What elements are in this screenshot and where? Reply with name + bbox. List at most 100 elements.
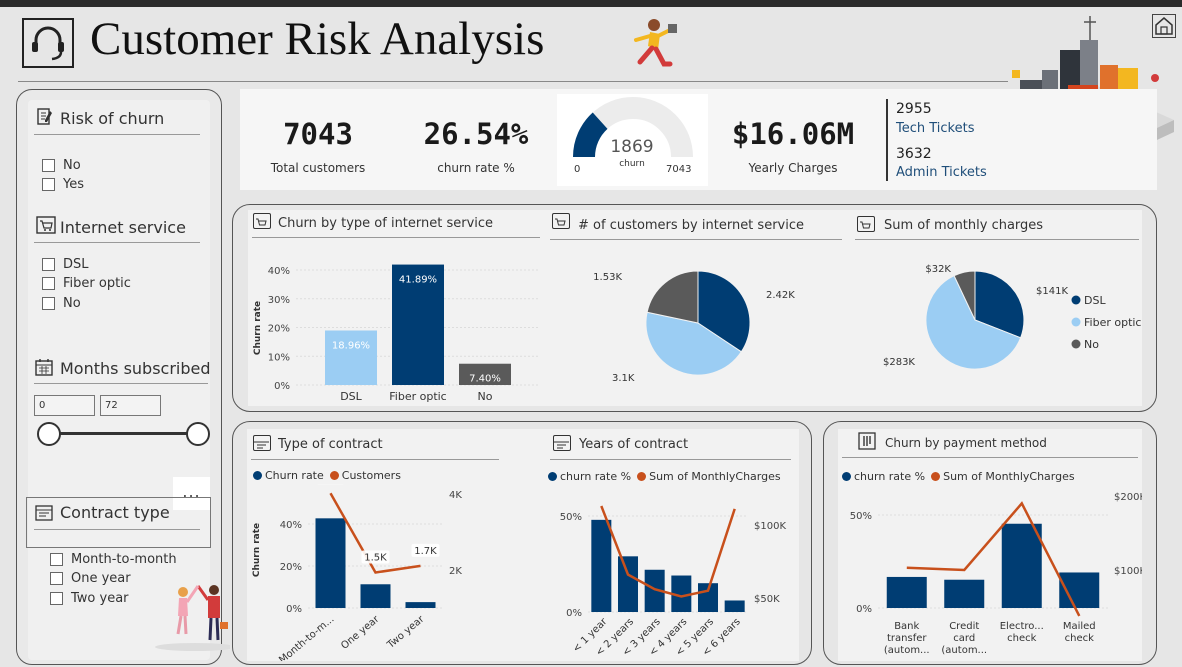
x-tick-label: Bank: [894, 621, 919, 632]
cart-icon: [36, 216, 56, 234]
churn-gauge: [573, 97, 693, 158]
legend-item: No: [1084, 338, 1099, 351]
more-options-button[interactable]: ...: [173, 477, 210, 510]
chart-divider: [252, 237, 540, 238]
y-tick-label: 40%: [268, 266, 290, 277]
x-tick-label: No: [478, 390, 493, 403]
y-tick-label: 20%: [280, 562, 302, 573]
document-icon: [553, 435, 571, 451]
chart-customers-internet[interactable]: 2.42K 3.1K 1.53K: [550, 250, 840, 400]
window-top-bar: [0, 0, 1182, 7]
data-label: $283K: [883, 357, 915, 368]
bar-5: [724, 600, 745, 612]
y2-tick-label: $100K: [1114, 566, 1142, 577]
slicer-months-title: Months subscribed: [60, 359, 211, 378]
legend-dot: [637, 472, 647, 481]
chart-title-churn-internet: Churn by type of internet service: [278, 216, 494, 231]
x-tick-label: One year: [339, 613, 382, 651]
calendar-icon: [35, 358, 53, 376]
risk-yes-checkbox[interactable]: [42, 178, 55, 191]
y-tick-label: 10%: [268, 352, 290, 363]
churn-gauge-fill: [573, 112, 608, 158]
series-line: [906, 501, 1081, 617]
months-slider-track[interactable]: [48, 432, 198, 435]
admin-tickets-label: Admin Tickets: [896, 165, 987, 180]
y-tick-label: 50%: [850, 511, 872, 522]
x-tick-label: (autom...: [884, 645, 930, 656]
data-label: $141K: [1036, 286, 1068, 297]
slicer-internet-divider: [34, 242, 200, 243]
x-tick-label: Month-to-m...: [277, 614, 336, 661]
months-min-input[interactable]: 0: [34, 395, 95, 416]
pie-slice-2: [953, 270, 976, 321]
data-label: 7.40%: [469, 374, 501, 385]
pie-slice-1: [925, 275, 1022, 370]
headset-logo-icon: [22, 18, 74, 68]
data-label-bg: [411, 543, 440, 557]
chart-monthly-charges[interactable]: $141K $283K $32K DSL Fiber optic No: [855, 250, 1142, 400]
clipboard-icon: [36, 108, 54, 126]
slicer-panel-inner: [28, 100, 210, 660]
tech-tickets-label: Tech Tickets: [896, 121, 975, 136]
y-tick-label: 30%: [268, 295, 290, 306]
internet-no-checkbox[interactable]: [42, 297, 55, 310]
chart-type-contract[interactable]: Churn rate 0% 20% 40% 2K 4K Month-to-m... One y…: [248, 484, 498, 661]
pie-slice-2: [646, 270, 699, 324]
months-max-input[interactable]: 72: [100, 395, 161, 416]
internet-fiber-checkbox[interactable]: [42, 277, 55, 290]
series-line: [600, 505, 736, 598]
y-tick-label: 0%: [286, 604, 302, 615]
chart-years-contract[interactable]: 0%50%$50K$100K< 1 year< 2 years< 3 years…: [548, 484, 798, 661]
slicer-contract-divider: [34, 529, 200, 530]
document-icon: [253, 435, 271, 451]
data-label: 1.53K: [593, 272, 622, 283]
y2-tick-label: $200K: [1114, 492, 1142, 503]
legend-item: Sum of MonthlyCharges: [943, 470, 1075, 483]
bar-3: [671, 575, 692, 612]
contract-monthly-label: Month-to-month: [71, 552, 177, 567]
cart-icon: [253, 213, 271, 229]
tickets-divider: [886, 99, 888, 181]
months-slider-min-handle[interactable]: [37, 422, 61, 446]
gauge-label: churn: [619, 159, 645, 169]
chart-churn-internet[interactable]: 0% 10% 20% 30% 40% Churn rate 18.96% DSL 41.89% F…: [248, 250, 548, 405]
kpi-churn-label: churn rate %: [437, 161, 515, 175]
document-icon: [35, 505, 53, 521]
legend-payment: churn rate % Sum of MonthlyCharges: [842, 470, 1075, 483]
contract-monthly-checkbox[interactable]: [50, 553, 63, 566]
y-axis-label: Churn rate: [253, 301, 263, 355]
legend-dot: [253, 471, 262, 480]
contract-slicer-header-box: [26, 497, 211, 548]
bar-1: [944, 579, 985, 608]
legend-item: churn rate %: [560, 470, 632, 483]
chart-title-customers-internet: # of customers by internet service: [578, 218, 804, 233]
internet-dsl-checkbox[interactable]: [42, 258, 55, 271]
x-tick-label: DSL: [340, 390, 362, 403]
legend-years-contract: churn rate % Sum of MonthlyCharges: [548, 470, 781, 483]
chart-divider: [251, 459, 499, 460]
bar-0: [325, 330, 377, 385]
y-axis-label: Churn rate: [252, 523, 262, 577]
contract-one-year-checkbox[interactable]: [50, 572, 63, 585]
slicer-internet-title: Internet service: [60, 218, 186, 237]
months-slider-max-handle[interactable]: [186, 422, 210, 446]
kpi-charges-value: $16.06M: [731, 117, 855, 151]
chart-payment[interactable]: 0%50%$100K$200KBanktransfer(autom...Cred…: [838, 484, 1142, 661]
kpi-churn-value: 26.54%: [423, 117, 529, 151]
x-tick-label: transfer: [887, 633, 927, 644]
kpi-total-value: 7043: [283, 117, 353, 151]
y-tick-label: 40%: [280, 520, 302, 531]
x-tick-label: card: [953, 633, 975, 644]
data-label: $32K: [925, 264, 951, 275]
chart-divider: [550, 459, 791, 460]
legend-dot: [931, 472, 941, 481]
bar-1: [618, 556, 638, 612]
legend-item: Churn rate: [265, 469, 324, 482]
contract-two-year-label: Two year: [71, 591, 129, 606]
data-label: 41.89%: [399, 275, 437, 286]
home-icon[interactable]: [1152, 14, 1176, 38]
cart-icon: [552, 213, 570, 229]
risk-no-checkbox[interactable]: [42, 159, 55, 172]
legend-item: churn rate %: [854, 470, 926, 483]
contract-two-year-checkbox[interactable]: [50, 592, 63, 605]
